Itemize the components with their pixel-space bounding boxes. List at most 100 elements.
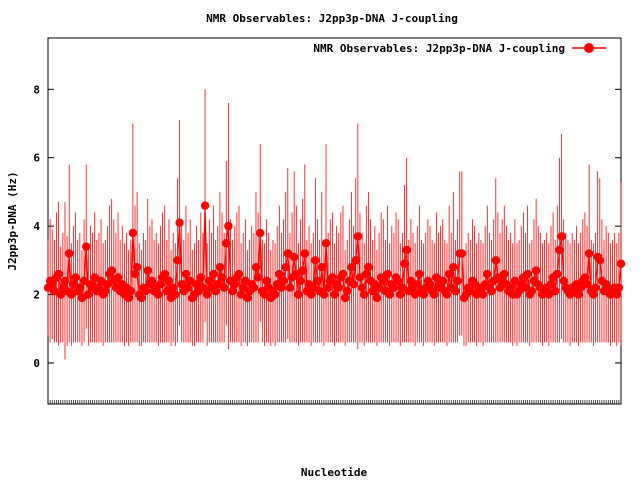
data-point bbox=[54, 269, 63, 279]
data-point bbox=[171, 290, 180, 299]
data-point bbox=[616, 259, 626, 268]
data-point bbox=[311, 256, 320, 265]
data-point bbox=[260, 290, 269, 299]
data-point bbox=[211, 286, 220, 296]
data-point bbox=[279, 276, 288, 286]
data-point bbox=[126, 286, 135, 296]
data-point bbox=[77, 293, 87, 303]
data-point bbox=[103, 280, 112, 289]
data-point bbox=[347, 262, 356, 272]
data-point bbox=[400, 259, 409, 268]
y-tick-label: 6 bbox=[33, 152, 40, 165]
data-point bbox=[553, 269, 562, 279]
data-point bbox=[224, 221, 233, 231]
data-point bbox=[551, 286, 560, 296]
data-point bbox=[523, 269, 532, 279]
legend: NMR Observables: J2pp3p-DNA J-coupling bbox=[313, 42, 606, 55]
y-tick-label: 8 bbox=[33, 83, 40, 96]
data-point bbox=[355, 273, 365, 282]
data-point bbox=[413, 280, 422, 289]
data-point bbox=[379, 276, 388, 286]
data-point bbox=[124, 293, 133, 303]
data-point bbox=[177, 280, 186, 289]
data-point bbox=[113, 273, 123, 282]
data-point bbox=[372, 293, 382, 303]
data-point bbox=[71, 273, 80, 282]
data-point bbox=[313, 276, 322, 286]
data-point bbox=[251, 262, 261, 272]
data-point bbox=[595, 256, 604, 265]
data-point bbox=[591, 283, 600, 292]
data-point bbox=[309, 283, 318, 292]
data-point bbox=[555, 245, 564, 255]
data-point bbox=[79, 276, 89, 286]
data-point bbox=[306, 290, 316, 299]
data-point bbox=[169, 283, 178, 292]
data-point bbox=[483, 269, 492, 279]
data-point bbox=[215, 262, 225, 272]
data-point bbox=[349, 280, 358, 289]
data-point bbox=[357, 283, 367, 292]
data-point bbox=[132, 262, 142, 272]
data-point bbox=[277, 283, 286, 292]
y-tick-label: 0 bbox=[33, 357, 40, 370]
data-point bbox=[101, 286, 110, 296]
data-point bbox=[294, 290, 303, 299]
data-point bbox=[323, 283, 333, 292]
data-point bbox=[205, 276, 214, 286]
data-point bbox=[438, 276, 447, 286]
data-point bbox=[217, 273, 227, 282]
data-point bbox=[406, 276, 416, 286]
data-point bbox=[500, 269, 509, 279]
data-point bbox=[544, 290, 554, 299]
data-point bbox=[383, 269, 392, 279]
data-point bbox=[213, 280, 222, 289]
data-point bbox=[557, 232, 566, 241]
data-point bbox=[444, 269, 454, 279]
x-axis-label: Nucleotide bbox=[301, 466, 368, 479]
data-point bbox=[432, 273, 441, 282]
data-point bbox=[385, 290, 394, 299]
data-point bbox=[362, 269, 371, 279]
data-point bbox=[243, 293, 252, 303]
data-point bbox=[368, 286, 377, 296]
data-point bbox=[69, 280, 78, 289]
data-point bbox=[50, 286, 59, 296]
data-point bbox=[183, 283, 193, 292]
data-point bbox=[156, 280, 165, 289]
y-axis: 0 2 4 6 8 bbox=[33, 83, 621, 370]
data-point bbox=[343, 286, 352, 296]
data-point bbox=[162, 286, 172, 296]
data-point bbox=[521, 283, 530, 292]
data-point bbox=[222, 239, 231, 248]
data-point bbox=[239, 283, 248, 292]
data-point bbox=[430, 290, 439, 299]
data-point bbox=[137, 293, 146, 303]
data-point bbox=[396, 290, 405, 299]
data-point bbox=[236, 290, 246, 299]
data-point bbox=[181, 269, 191, 279]
data-point bbox=[374, 283, 384, 292]
data-point bbox=[415, 269, 424, 279]
data-point bbox=[147, 276, 157, 286]
legend-marker bbox=[584, 43, 594, 53]
data-point bbox=[230, 280, 239, 289]
data-point bbox=[202, 290, 212, 299]
data-point bbox=[574, 290, 583, 299]
data-point bbox=[256, 228, 265, 238]
x-axis bbox=[47, 400, 622, 404]
data-point bbox=[495, 283, 505, 292]
data-point bbox=[164, 276, 174, 286]
data-point bbox=[128, 228, 138, 238]
data-point bbox=[283, 249, 293, 258]
data-point bbox=[275, 269, 284, 279]
data-point bbox=[262, 276, 271, 286]
data-point bbox=[328, 273, 337, 282]
data-point bbox=[398, 283, 407, 292]
data-point bbox=[65, 249, 74, 258]
data-point bbox=[453, 276, 462, 286]
data-point bbox=[292, 269, 301, 279]
data-point bbox=[478, 290, 488, 299]
data-point bbox=[510, 276, 520, 286]
data-point bbox=[285, 283, 295, 292]
